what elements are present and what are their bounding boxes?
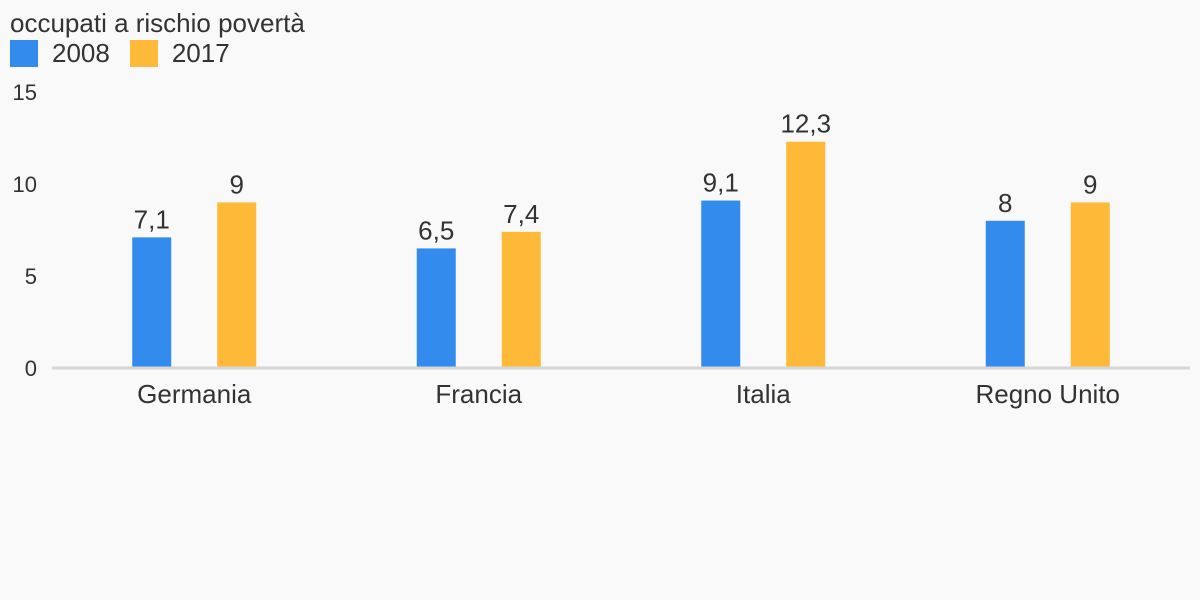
y-tick-label: 0 — [25, 356, 37, 381]
data-label: 7,1 — [134, 204, 170, 234]
bar-2017-germania — [217, 202, 257, 368]
bar-2008-germania — [132, 237, 172, 368]
legend-label-2008: 2008 — [52, 37, 110, 68]
data-label: 8 — [998, 188, 1012, 218]
x-tick-label: Regno Unito — [975, 379, 1120, 409]
bar-2008-regno-unito — [985, 220, 1025, 368]
data-label: 9 — [1083, 169, 1097, 199]
data-label: 9,1 — [703, 168, 739, 198]
x-tick-label: Italia — [736, 379, 791, 409]
data-label: 6,5 — [418, 215, 454, 245]
legend: 2008 2017 — [10, 38, 250, 68]
bar-2017-regno-unito — [1070, 202, 1110, 368]
legend-swatch-2017 — [129, 39, 158, 67]
data-label: 7,4 — [503, 199, 539, 229]
legend-item-2017: 2017 — [129, 37, 230, 69]
data-label: 9 — [230, 169, 244, 199]
bar-2008-italia — [701, 200, 741, 368]
y-tick-label: 10 — [13, 172, 37, 197]
x-tick-label: Germania — [137, 379, 252, 409]
legend-item-2008: 2008 — [10, 38, 110, 69]
bar-2017-francia — [501, 231, 541, 368]
bar-2017-italia — [786, 141, 826, 368]
x-tick-label: Francia — [435, 379, 522, 409]
chart-title: occupati a rischio povertà — [10, 8, 305, 38]
data-label: 12,3 — [780, 109, 831, 139]
y-tick-label: 15 — [13, 80, 37, 105]
legend-label-2017: 2017 — [171, 37, 230, 68]
bar-2008-francia — [416, 248, 456, 368]
y-tick-label: 5 — [25, 264, 37, 289]
legend-swatch-2008 — [10, 39, 38, 67]
